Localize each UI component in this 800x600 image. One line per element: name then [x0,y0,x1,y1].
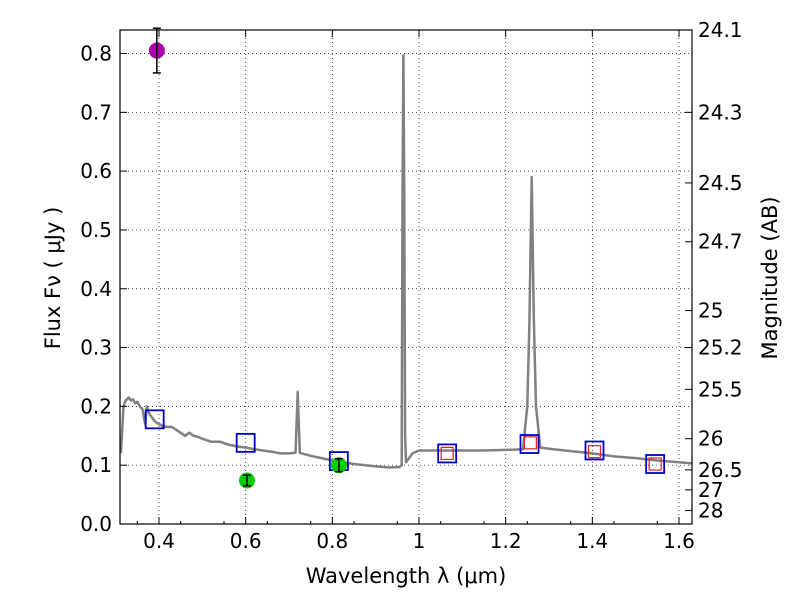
y-tick-label: 0.7 [80,100,112,124]
y2-tick-label: 25.2 [698,336,743,360]
y2-axis-label: Magnitude (AB) [758,196,782,359]
y-tick-label: 0.5 [80,218,112,242]
x-tick-label: 1 [413,529,426,553]
y-tick-label: 0.2 [80,394,112,418]
y-tick-label: 0.3 [80,336,112,360]
tick-labels: 0.4 0.6 0.8 1 1.2 1.4 1.6 0.0 0.1 0.2 0.3 0.4 0.5 0.6… [80,18,742,553]
sed-line [119,54,693,469]
y-tick-label: 0.8 [80,42,112,66]
y2-tick-label: 24.5 [698,171,743,195]
y2-tick-label: 25.5 [698,377,743,401]
x-tick-label: 0.8 [316,529,348,553]
x-axis-label: Wavelength λ (μm) [306,564,507,588]
model-square [235,432,256,453]
model-square [645,454,666,474]
data-marks [119,27,693,489]
model-square [437,443,458,464]
y2-tick-label: 24.1 [698,18,743,42]
y2-tick-label: 28 [698,498,723,522]
y2-tick-label: 24.3 [698,100,743,124]
observed-square [523,436,537,450]
y-tick-label: 0.0 [80,512,112,536]
x-tick-label: 1.6 [663,529,695,553]
x-tick-label: 0.6 [230,529,262,553]
model-square [144,409,165,430]
x-tick-label: 1.4 [576,529,608,553]
y2-tick-label: 26.5 [698,458,743,482]
y-tick-label: 0.4 [80,277,112,301]
y2-tick-label: 27 [698,478,723,502]
observed-square [587,445,602,459]
y2-tick-label: 26 [698,427,723,451]
observed-square [648,457,662,471]
y2-tick-label: 25 [698,299,723,323]
y2-tick-label: 24.7 [698,230,743,254]
plot-frame [119,29,693,525]
model-square [584,440,605,461]
y-tick-label: 0.1 [80,453,112,477]
model-square [519,434,540,454]
x-tick-label: 0.4 [143,529,175,553]
y-axis-label: Flux Fν ( μJy ) [41,207,65,350]
x-tick-label: 1.2 [490,529,522,553]
axes [119,29,693,525]
observed-square [440,446,454,461]
y-tick-label: 0.6 [80,159,112,183]
